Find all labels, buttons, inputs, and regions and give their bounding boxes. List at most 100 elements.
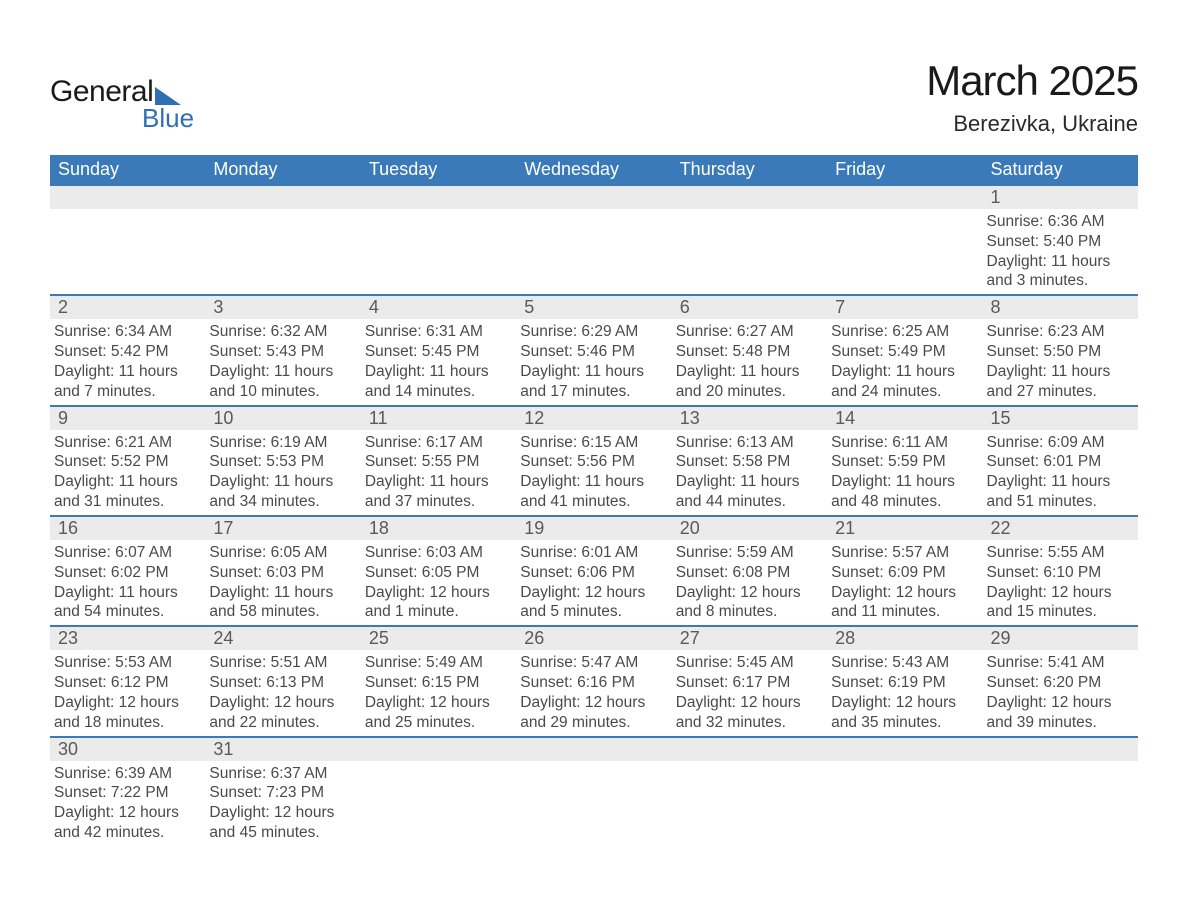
sunrise-line: Sunrise: 6:09 AM (987, 433, 1130, 453)
daylight-line: Daylight: 12 hours and 35 minutes. (831, 693, 974, 733)
calendar-cell: 27Sunrise: 5:45 AMSunset: 6:17 PMDayligh… (672, 626, 827, 736)
sunrise-line: Sunrise: 6:21 AM (54, 433, 197, 453)
sunset-line: Sunset: 5:49 PM (831, 342, 974, 362)
sunset-line: Sunset: 5:56 PM (520, 452, 663, 472)
daylight-line: Daylight: 11 hours and 44 minutes. (676, 472, 819, 512)
day-details: Sunrise: 5:55 AMSunset: 6:10 PMDaylight:… (983, 540, 1138, 625)
day-number: 7 (827, 296, 982, 319)
day-number: 25 (361, 627, 516, 650)
day-header: Sunday (50, 155, 205, 185)
daylight-line: Daylight: 12 hours and 32 minutes. (676, 693, 819, 733)
day-details: Sunrise: 6:37 AMSunset: 7:23 PMDaylight:… (205, 761, 360, 846)
day-details: Sunrise: 5:51 AMSunset: 6:13 PMDaylight:… (205, 650, 360, 735)
sunrise-line: Sunrise: 5:41 AM (987, 653, 1130, 673)
sunset-line: Sunset: 5:43 PM (209, 342, 352, 362)
day-header-row: SundayMondayTuesdayWednesdayThursdayFrid… (50, 155, 1138, 185)
calendar-cell: 1Sunrise: 6:36 AMSunset: 5:40 PMDaylight… (983, 185, 1138, 295)
sunrise-line: Sunrise: 6:19 AM (209, 433, 352, 453)
day-details: Sunrise: 6:07 AMSunset: 6:02 PMDaylight:… (50, 540, 205, 625)
sunset-line: Sunset: 6:13 PM (209, 673, 352, 693)
calendar-week: 9Sunrise: 6:21 AMSunset: 5:52 PMDaylight… (50, 406, 1138, 516)
calendar-cell: 20Sunrise: 5:59 AMSunset: 6:08 PMDayligh… (672, 516, 827, 626)
sunrise-line: Sunrise: 6:34 AM (54, 322, 197, 342)
calendar-week: 30Sunrise: 6:39 AMSunset: 7:22 PMDayligh… (50, 737, 1138, 846)
day-details (827, 209, 982, 279)
day-details: Sunrise: 6:36 AMSunset: 5:40 PMDaylight:… (983, 209, 1138, 294)
calendar-cell: 5Sunrise: 6:29 AMSunset: 5:46 PMDaylight… (516, 295, 671, 405)
sunrise-line: Sunrise: 6:32 AM (209, 322, 352, 342)
sunset-line: Sunset: 6:10 PM (987, 563, 1130, 583)
day-number: 9 (50, 407, 205, 430)
day-number (827, 738, 982, 761)
sunset-line: Sunset: 5:58 PM (676, 452, 819, 472)
sunrise-line: Sunrise: 5:43 AM (831, 653, 974, 673)
title-block: March 2025 Berezivka, Ukraine (926, 57, 1138, 137)
day-details: Sunrise: 6:23 AMSunset: 5:50 PMDaylight:… (983, 319, 1138, 404)
sunset-line: Sunset: 6:03 PM (209, 563, 352, 583)
day-header: Monday (205, 155, 360, 185)
calendar-cell: 25Sunrise: 5:49 AMSunset: 6:15 PMDayligh… (361, 626, 516, 736)
day-header: Wednesday (516, 155, 671, 185)
day-number: 5 (516, 296, 671, 319)
calendar-cell: 19Sunrise: 6:01 AMSunset: 6:06 PMDayligh… (516, 516, 671, 626)
day-number: 8 (983, 296, 1138, 319)
sunrise-line: Sunrise: 6:05 AM (209, 543, 352, 563)
day-number: 26 (516, 627, 671, 650)
calendar-cell: 12Sunrise: 6:15 AMSunset: 5:56 PMDayligh… (516, 406, 671, 516)
location: Berezivka, Ukraine (926, 111, 1138, 137)
daylight-line: Daylight: 12 hours and 8 minutes. (676, 583, 819, 623)
day-details: Sunrise: 5:59 AMSunset: 6:08 PMDaylight:… (672, 540, 827, 625)
day-number: 21 (827, 517, 982, 540)
sunrise-line: Sunrise: 6:03 AM (365, 543, 508, 563)
sunrise-line: Sunrise: 5:55 AM (987, 543, 1130, 563)
day-number: 12 (516, 407, 671, 430)
daylight-line: Daylight: 11 hours and 37 minutes. (365, 472, 508, 512)
sunset-line: Sunset: 5:40 PM (987, 232, 1130, 252)
day-header: Thursday (672, 155, 827, 185)
day-header: Friday (827, 155, 982, 185)
daylight-line: Daylight: 11 hours and 24 minutes. (831, 362, 974, 402)
day-number: 1 (983, 186, 1138, 209)
day-details: Sunrise: 6:01 AMSunset: 6:06 PMDaylight:… (516, 540, 671, 625)
brand-word1: General (50, 75, 153, 109)
sunset-line: Sunset: 6:08 PM (676, 563, 819, 583)
day-header: Saturday (983, 155, 1138, 185)
daylight-line: Daylight: 12 hours and 1 minute. (365, 583, 508, 623)
day-number (516, 186, 671, 209)
calendar-week: 16Sunrise: 6:07 AMSunset: 6:02 PMDayligh… (50, 516, 1138, 626)
day-number (50, 186, 205, 209)
daylight-line: Daylight: 11 hours and 34 minutes. (209, 472, 352, 512)
sunset-line: Sunset: 6:02 PM (54, 563, 197, 583)
day-number: 31 (205, 738, 360, 761)
sunrise-line: Sunrise: 6:37 AM (209, 764, 352, 784)
day-details (983, 761, 1138, 831)
calendar-cell: 16Sunrise: 6:07 AMSunset: 6:02 PMDayligh… (50, 516, 205, 626)
daylight-line: Daylight: 11 hours and 14 minutes. (365, 362, 508, 402)
sunrise-line: Sunrise: 6:07 AM (54, 543, 197, 563)
calendar-cell: 9Sunrise: 6:21 AMSunset: 5:52 PMDaylight… (50, 406, 205, 516)
calendar-cell: 21Sunrise: 5:57 AMSunset: 6:09 PMDayligh… (827, 516, 982, 626)
sunset-line: Sunset: 6:16 PM (520, 673, 663, 693)
day-details (516, 761, 671, 831)
sunrise-line: Sunrise: 6:11 AM (831, 433, 974, 453)
calendar-cell: 29Sunrise: 5:41 AMSunset: 6:20 PMDayligh… (983, 626, 1138, 736)
daylight-line: Daylight: 11 hours and 27 minutes. (987, 362, 1130, 402)
sunrise-line: Sunrise: 6:15 AM (520, 433, 663, 453)
sunrise-line: Sunrise: 5:49 AM (365, 653, 508, 673)
calendar-cell: 30Sunrise: 6:39 AMSunset: 7:22 PMDayligh… (50, 737, 205, 846)
calendar-cell (361, 737, 516, 846)
calendar-cell: 4Sunrise: 6:31 AMSunset: 5:45 PMDaylight… (361, 295, 516, 405)
sunset-line: Sunset: 7:23 PM (209, 783, 352, 803)
day-details: Sunrise: 6:03 AMSunset: 6:05 PMDaylight:… (361, 540, 516, 625)
daylight-line: Daylight: 12 hours and 5 minutes. (520, 583, 663, 623)
day-number (672, 186, 827, 209)
calendar-cell: 13Sunrise: 6:13 AMSunset: 5:58 PMDayligh… (672, 406, 827, 516)
day-details (361, 761, 516, 831)
day-number (827, 186, 982, 209)
day-number: 17 (205, 517, 360, 540)
calendar-cell: 10Sunrise: 6:19 AMSunset: 5:53 PMDayligh… (205, 406, 360, 516)
calendar-cell (672, 185, 827, 295)
day-details: Sunrise: 6:05 AMSunset: 6:03 PMDaylight:… (205, 540, 360, 625)
day-details (361, 209, 516, 279)
day-number: 19 (516, 517, 671, 540)
